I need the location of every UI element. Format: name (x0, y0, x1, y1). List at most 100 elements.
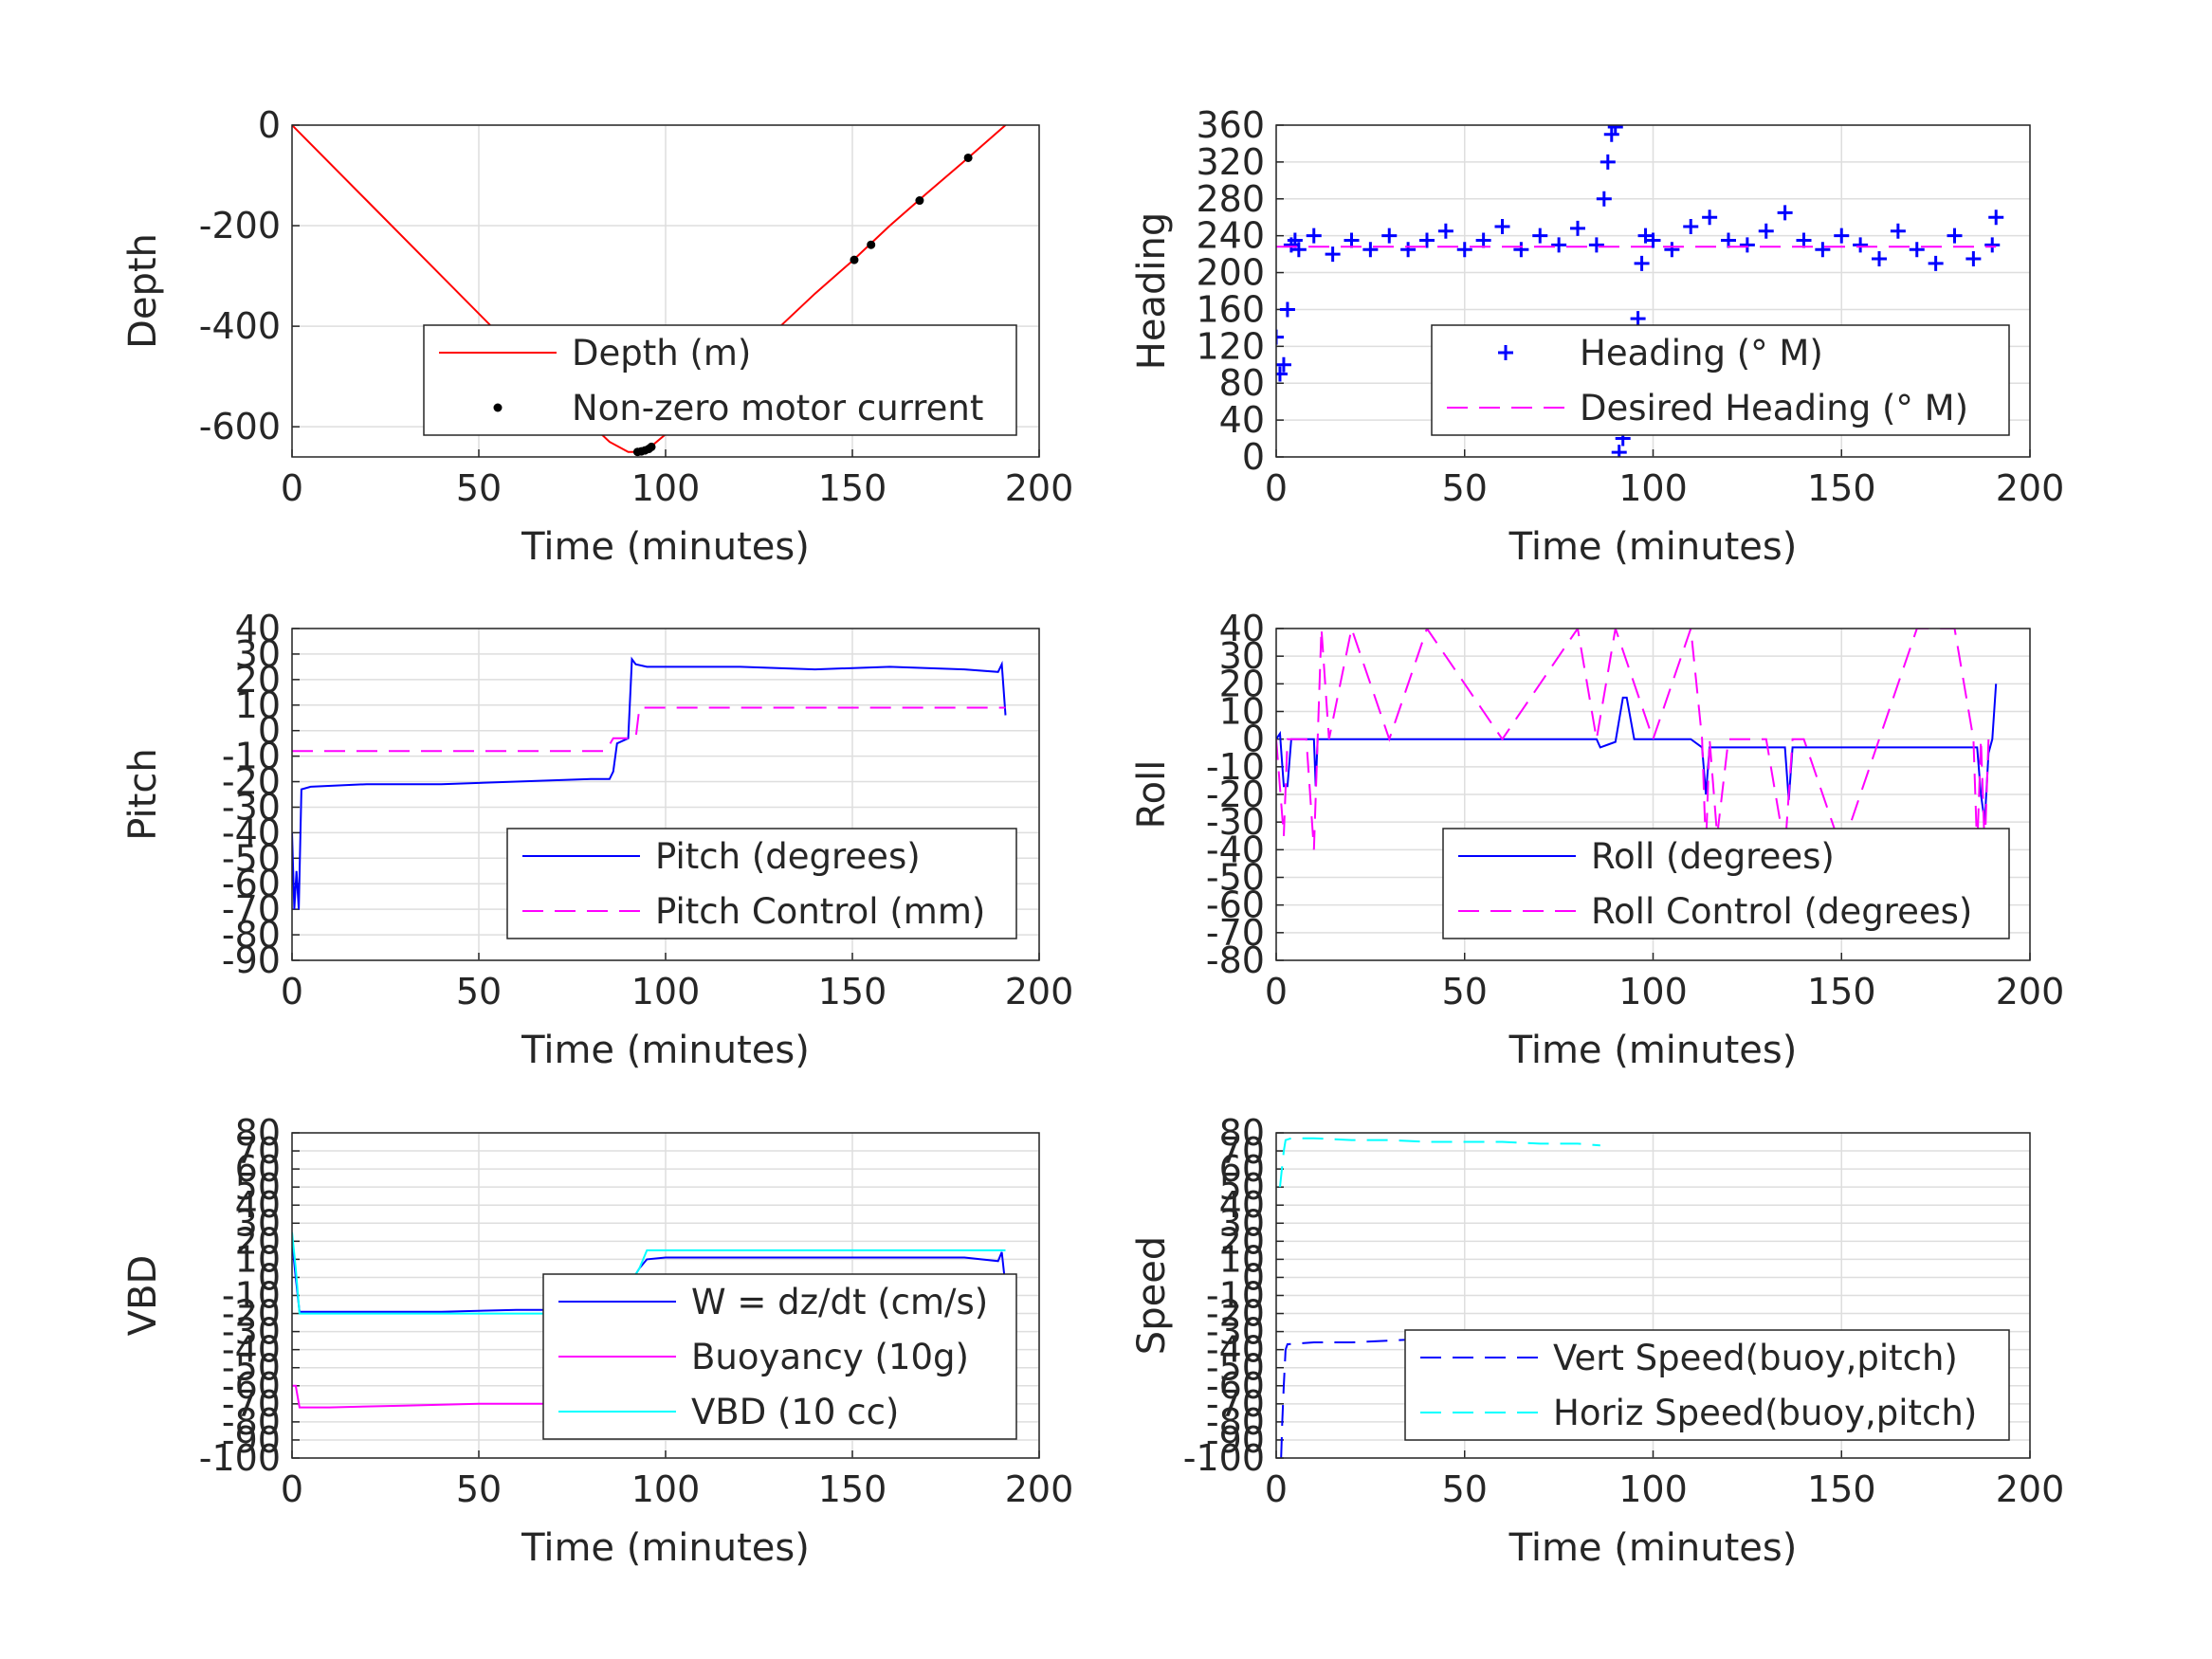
data-point (1276, 356, 1291, 373)
x-tick-label: 50 (1442, 467, 1488, 509)
data-point (1611, 445, 1627, 457)
data-point (915, 196, 924, 206)
data-point (1645, 232, 1661, 248)
y-tick-label: 200 (1196, 252, 1265, 294)
y-tick-label: 0 (1242, 1256, 1265, 1298)
data-point (1988, 210, 2004, 226)
x-axis-label: Time (minutes) (1508, 1526, 1798, 1570)
y-tick-label: -10 (1206, 746, 1265, 788)
y-tick-label: -50 (222, 1347, 281, 1389)
legend-marker (493, 403, 503, 412)
x-axis-label: Time (minutes) (1508, 525, 1798, 569)
y-tick-label: -200 (199, 205, 281, 246)
y-tick-label: 40 (1219, 399, 1265, 441)
legend: Depth (m) Non-zero motor current (423, 324, 1017, 436)
x-tick-label: 200 (1005, 971, 1074, 1012)
series-line (292, 1384, 610, 1409)
data-point (1600, 154, 1616, 170)
y-tick-label: 160 (1196, 288, 1265, 330)
y-axis-label: Speed (1130, 1236, 1174, 1355)
legend-label: Non-zero motor current (572, 388, 983, 428)
y-tick-label: -10 (222, 736, 281, 777)
y-tick-label: -90 (1206, 1419, 1265, 1461)
x-tick-label: 150 (1807, 971, 1876, 1012)
x-tick-label: 50 (456, 971, 502, 1012)
y-tick-label: 40 (1219, 1184, 1265, 1226)
y-tick-label: 360 (1196, 104, 1265, 146)
data-point (1872, 250, 1887, 266)
data-point (1513, 242, 1529, 258)
x-tick-label: 0 (1265, 971, 1288, 1012)
x-axis-label: Time (minutes) (521, 525, 810, 569)
data-point (1928, 255, 1944, 271)
y-axis-label: VBD (121, 1255, 165, 1337)
legend: Roll (degrees) Roll Control (degrees) (1442, 828, 2010, 939)
x-tick-label: 0 (1265, 1468, 1288, 1510)
data-point (1325, 246, 1341, 263)
data-point (1276, 329, 1284, 345)
axes-box (291, 1132, 1040, 1459)
legend-label: Heading (° M) (1580, 333, 1823, 374)
axes-box (1275, 1132, 2031, 1459)
y-tick-label: 30 (1219, 1202, 1265, 1244)
y-tick-label: -90 (222, 939, 281, 981)
axes-box (291, 124, 1040, 458)
y-tick-label: -30 (222, 1311, 281, 1353)
data-point (1279, 301, 1295, 318)
y-tick-label: -60 (222, 1365, 281, 1407)
data-point (1419, 232, 1435, 248)
y-tick-label: 40 (235, 1184, 281, 1226)
legend-label: Buoyancy (10g) (691, 1337, 969, 1377)
legend-label: Horiz Speed(buoy,pitch) (1553, 1393, 1977, 1433)
legend-label: Desired Heading (° M) (1580, 388, 1968, 428)
series-line (1279, 1137, 1600, 1188)
x-tick-label: 100 (1618, 467, 1688, 509)
data-point (1721, 232, 1736, 248)
x-tick-label: 150 (818, 467, 887, 509)
y-tick-label: -70 (1206, 1383, 1265, 1425)
legend-box (1404, 1329, 2010, 1441)
y-tick-label: 10 (235, 1238, 281, 1280)
chart-pitch: 0 50 100 150 200403020100-10-20-30-40-50-60-… (121, 608, 1073, 1072)
x-tick-label: 50 (1442, 971, 1488, 1012)
data-point (963, 153, 973, 162)
y-tick-label: -70 (222, 1383, 281, 1425)
y-tick-label: -20 (222, 1293, 281, 1335)
data-point (1290, 242, 1307, 258)
y-tick-label: -50 (1206, 1347, 1265, 1389)
data-point (647, 442, 656, 451)
x-tick-label: 50 (456, 467, 502, 509)
series-line (292, 706, 1006, 753)
data-point (1306, 228, 1322, 244)
legend-label: Pitch Control (mm) (655, 891, 985, 932)
data-point (1630, 311, 1646, 327)
y-tick-label: -60 (1206, 884, 1265, 926)
legend-label: Roll (degrees) (1591, 836, 1835, 877)
y-tick-label: 50 (1219, 1166, 1265, 1208)
y-tick-label: 0 (258, 104, 281, 146)
y-tick-label: -20 (1206, 774, 1265, 815)
data-point (867, 240, 876, 249)
y-tick-label: -40 (1206, 1329, 1265, 1371)
x-tick-label: 100 (631, 971, 701, 1012)
y-tick-label: 0 (258, 1256, 281, 1298)
x-tick-label: 150 (818, 1468, 887, 1510)
axes-box (1275, 628, 2031, 961)
data-point (1815, 242, 1831, 258)
y-tick-label: -30 (222, 786, 281, 828)
y-tick-label: 70 (235, 1130, 281, 1172)
data-point (1588, 237, 1604, 253)
data-point (1702, 210, 1718, 226)
y-tick-label: -30 (1206, 1311, 1265, 1353)
y-axis-label: Pitch (121, 748, 165, 840)
y-tick-label: -10 (1206, 1275, 1265, 1317)
data-point (1853, 237, 1869, 253)
y-tick-label: -80 (222, 1401, 281, 1443)
y-tick-label: -50 (222, 837, 281, 879)
chart-vbd: 0 50 100 150 20080706050403020100-10-20-30-4… (121, 1112, 1073, 1570)
y-tick-label: 30 (235, 633, 281, 675)
x-tick-label: 150 (1807, 1468, 1876, 1510)
y-tick-label: 40 (1219, 608, 1265, 649)
y-tick-label: -20 (1206, 1293, 1265, 1335)
